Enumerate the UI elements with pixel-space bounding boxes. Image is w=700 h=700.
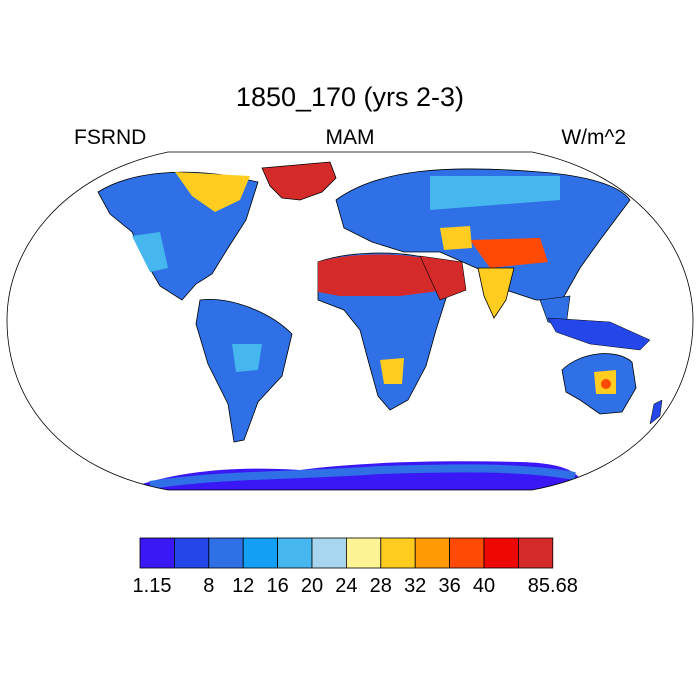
colorbar-box	[345, 537, 382, 569]
colorbar-tick-label: 28	[370, 575, 392, 597]
antarctica-coast	[149, 464, 576, 489]
colorbar-tick-label: 20	[301, 575, 323, 597]
colorbar-tick-label: 12	[232, 575, 254, 597]
kalahari	[380, 358, 404, 384]
colorbar-tick-label: 24	[335, 575, 357, 597]
south-america-patch	[232, 344, 262, 372]
greenland	[261, 161, 337, 201]
colorbar-box	[449, 537, 485, 569]
colorbar-box	[311, 537, 347, 569]
colorbar-tick-label: 36	[438, 575, 460, 597]
colorbar-tick-label: 40	[473, 575, 495, 597]
colorbar-box	[173, 537, 210, 569]
colorbar-tick-label: 85.68	[528, 575, 578, 597]
colorbar-tick-label: 1.15	[133, 575, 172, 597]
colorbar-tick-label: 8	[203, 575, 214, 597]
australia-hotspot	[601, 379, 611, 389]
colorbar-box	[208, 537, 244, 569]
colorbar-tick-label: 32	[404, 575, 426, 597]
colorbar-tick-label: 16	[266, 575, 288, 597]
season-label: MAM	[325, 126, 375, 149]
arabia	[419, 255, 467, 301]
colorbar-box	[380, 537, 416, 569]
indonesia	[547, 317, 651, 351]
eurasia	[335, 168, 631, 301]
units-label: W/m^2	[561, 126, 626, 149]
colorbar-labels: 1.15 8 12 16 20 24 28 32 36 40 85.68	[133, 575, 578, 597]
central-asia	[440, 226, 472, 250]
india	[477, 267, 515, 319]
map-boundary	[6, 151, 694, 491]
tibet-hot	[470, 238, 548, 268]
siberia-light	[430, 176, 560, 210]
new-zealand	[649, 399, 663, 425]
colorbar-box	[518, 537, 554, 569]
colorbar-boxes	[139, 537, 554, 569]
colorbar-box	[139, 537, 175, 569]
colorbar-box	[483, 537, 519, 569]
sahara	[318, 254, 446, 296]
us-west	[132, 232, 168, 272]
colorbar-box	[242, 537, 278, 569]
variable-label: FSRND	[74, 126, 147, 149]
plot-title: 1850_170 (yrs 2-3)	[235, 82, 465, 112]
colorbar-box	[414, 537, 451, 569]
colorbar-box	[277, 537, 313, 569]
canada-arctic	[175, 172, 250, 212]
